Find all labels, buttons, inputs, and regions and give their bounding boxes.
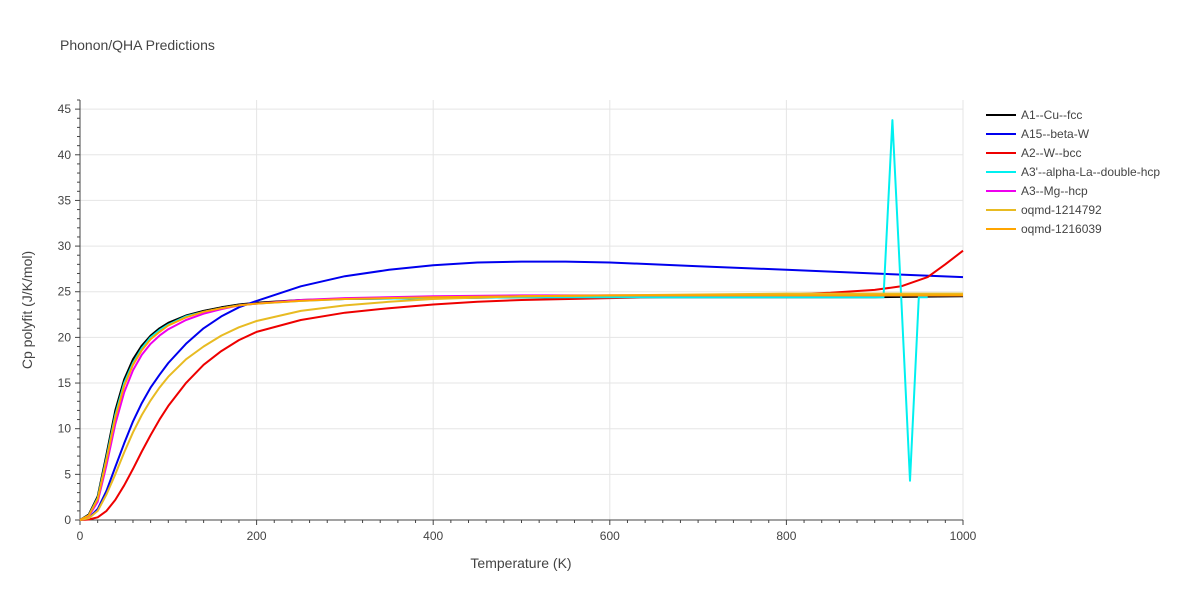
legend-label: A15--beta-W: [1021, 127, 1090, 141]
series-line-5[interactable]: [79, 292, 963, 521]
legend-label: oqmd-1216039: [1021, 222, 1102, 236]
y-tick-label: 30: [58, 239, 72, 253]
y-tick-label: 35: [58, 193, 72, 207]
y-tick-label: 10: [58, 422, 72, 436]
legend-label: A3'--alpha-La--double-hcp: [1021, 165, 1160, 179]
legend[interactable]: A1--Cu--fcc A15--beta-W A2--W--bcc A3'--alp…: [986, 108, 1160, 236]
series-line-6[interactable]: [79, 294, 963, 521]
chart-title: Phonon/QHA Predictions: [60, 37, 215, 53]
axes: 0 200 400 600 800 1000 0 5 10 15 20 25 30 35 40 45: [58, 99, 977, 543]
grid: [80, 100, 964, 520]
x-axis-label: Temperature (K): [470, 555, 571, 571]
legend-label: A1--Cu--fcc: [1021, 108, 1082, 122]
x-tick-label: 200: [247, 529, 267, 543]
y-tick-label: 5: [64, 467, 71, 481]
legend-item-0[interactable]: A1--Cu--fcc: [986, 108, 1082, 122]
y-tick-label: 25: [58, 285, 72, 299]
y-axis-label: Cp polyfit (J/K/mol): [19, 251, 35, 369]
x-tick-label: 600: [600, 529, 620, 543]
legend-label: A2--W--bcc: [1021, 146, 1081, 160]
y-tick-label: 40: [58, 148, 72, 162]
legend-item-4[interactable]: A3--Mg--hcp: [986, 184, 1088, 198]
legend-item-3[interactable]: A3'--alpha-La--double-hcp: [986, 165, 1160, 179]
legend-label: A3--Mg--hcp: [1021, 184, 1088, 198]
x-tick-label: 0: [77, 529, 84, 543]
legend-item-5[interactable]: oqmd-1214792: [986, 203, 1102, 217]
series-line-0[interactable]: [79, 295, 964, 521]
plot-area: [79, 119, 964, 521]
legend-item-1[interactable]: A15--beta-W: [986, 127, 1090, 141]
legend-item-2[interactable]: A2--W--bcc: [986, 146, 1081, 160]
series-line-3[interactable]: [79, 119, 928, 521]
series-line-1[interactable]: [79, 260, 964, 521]
y-tick-label: 45: [58, 102, 72, 116]
series-line-4[interactable]: [79, 294, 963, 521]
series-line-2[interactable]: [79, 249, 964, 521]
y-tick-label: 15: [58, 376, 72, 390]
x-tick-label: 1000: [950, 529, 977, 543]
x-tick-label: 800: [776, 529, 796, 543]
y-tick-label: 20: [58, 330, 72, 344]
y-tick-label: 0: [64, 513, 71, 527]
legend-item-6[interactable]: oqmd-1216039: [986, 222, 1102, 236]
x-tick-label: 400: [423, 529, 443, 543]
legend-label: oqmd-1214792: [1021, 203, 1102, 217]
